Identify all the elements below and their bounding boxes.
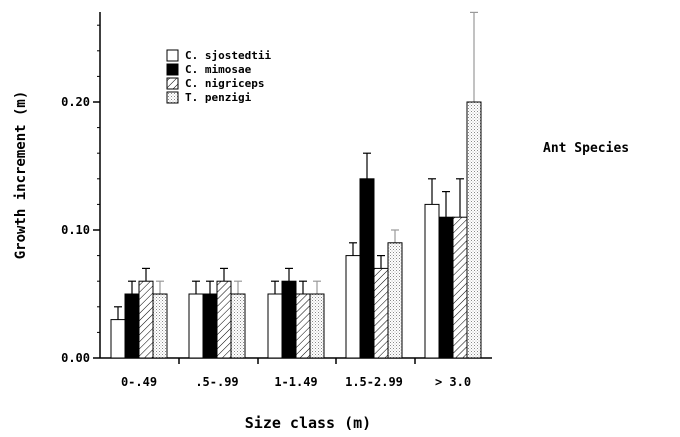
bars <box>110 11 482 359</box>
legend-swatch <box>166 77 179 90</box>
bar <box>438 216 454 359</box>
y-tick-label: 0.00 <box>61 351 90 365</box>
bar <box>281 280 297 359</box>
bar <box>230 293 246 359</box>
bar <box>267 293 283 359</box>
bar <box>110 319 126 359</box>
x-axis-title: Size class (m) <box>245 414 371 432</box>
bar <box>188 293 204 359</box>
legend-title: Ant Species <box>543 141 629 156</box>
legend-label: C. mimosae <box>185 63 252 76</box>
bar <box>452 216 468 359</box>
legend-swatch <box>166 63 179 76</box>
tick-labels: 0.00 0.10 0.20 0-.49 .5-.99 1-1.49 1.5-2.99 > 3… <box>61 95 471 389</box>
x-tick-label: 1.5-2.99 <box>345 375 403 389</box>
y-tick-label: 0.20 <box>61 95 90 109</box>
legend-label: T. penzigi <box>185 91 252 104</box>
bar <box>138 280 154 359</box>
bar <box>466 101 482 359</box>
bar <box>152 293 168 359</box>
bar <box>345 255 361 359</box>
legend-swatch <box>166 91 179 104</box>
legend-swatch <box>166 49 179 62</box>
bar <box>124 293 140 359</box>
legend-label: C. sjostedtii <box>185 49 271 62</box>
y-axis-title: Growth increment (m) <box>13 91 29 260</box>
x-tick-label: > 3.0 <box>435 375 471 389</box>
bar <box>295 293 311 359</box>
x-tick-label: 0-.49 <box>121 375 157 389</box>
bar <box>387 242 403 359</box>
bar <box>424 203 440 359</box>
y-tick-label: 0.10 <box>61 223 90 237</box>
bar <box>359 178 375 359</box>
bar <box>216 280 232 359</box>
bar <box>309 293 325 359</box>
bar <box>373 267 389 359</box>
bar <box>202 293 218 359</box>
x-tick-label: 1-1.49 <box>274 375 317 389</box>
x-tick-label: .5-.99 <box>195 375 238 389</box>
legend-label: C. nigriceps <box>185 77 264 90</box>
